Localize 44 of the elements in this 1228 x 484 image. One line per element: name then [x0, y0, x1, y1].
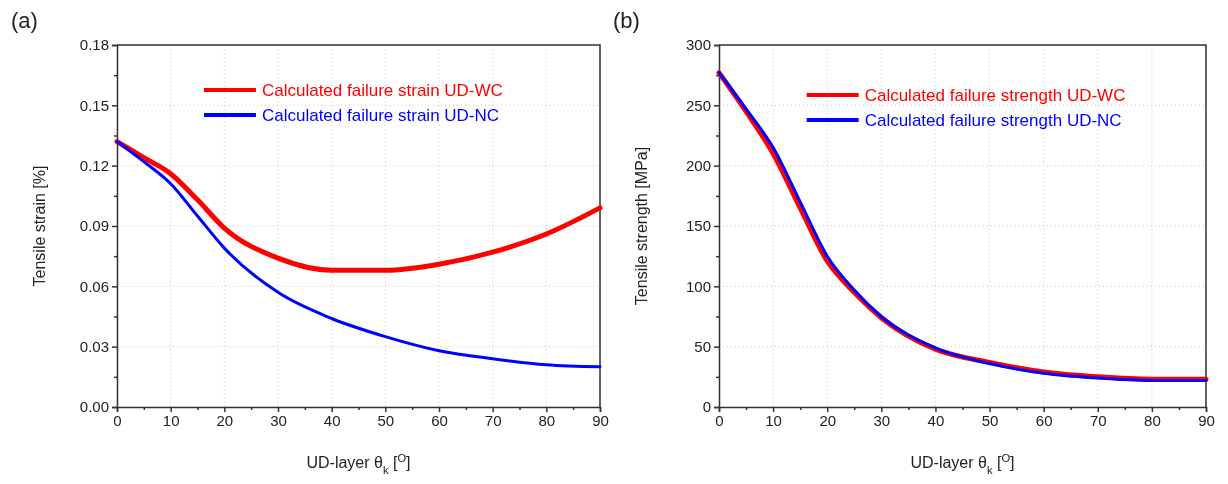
legend-label: Calculated failure strain UD-NC — [261, 106, 500, 125]
y-tick-label: 0.12 — [79, 156, 109, 174]
x-tick-label: 20 — [216, 411, 234, 429]
x-axis-title: UD-layer θ$_{k}$ [$^{O}$] — [306, 452, 411, 476]
x-tick-label: 90 — [1198, 411, 1215, 429]
x-tick-label: 0 — [715, 411, 724, 429]
x-tick-label: 30 — [873, 411, 891, 429]
x-tick-label: 80 — [538, 411, 556, 429]
x-tick-label: 50 — [377, 411, 395, 429]
y-tick-label: 0.18 — [79, 36, 109, 54]
x-tick-label: 80 — [1144, 411, 1161, 429]
x-tick-label: 70 — [1089, 411, 1107, 429]
y-axis-title: Tensile strength [MPa] — [633, 146, 650, 306]
x-tick-label: 10 — [162, 411, 180, 429]
y-tick-label: 0.06 — [79, 277, 109, 295]
x-tick-label: 50 — [981, 411, 999, 429]
y-axis-title: Tensile strain [%] — [31, 165, 48, 287]
x-tick-label: 40 — [927, 411, 945, 429]
y-tick-label: 100 — [685, 277, 711, 295]
x-tick-label: 0 — [113, 411, 122, 429]
y-tick-label: 50 — [694, 337, 711, 355]
x-tick-label: 30 — [270, 411, 287, 429]
x-tick-label: 10 — [765, 411, 782, 429]
y-tick-label: 0 — [702, 398, 711, 416]
x-tick-label: 90 — [592, 411, 609, 429]
legend-label: Calculated failure strength UD-NC — [864, 111, 1122, 130]
legend-label: Calculated failure strength UD-WC — [864, 86, 1126, 105]
text: (b) — [613, 8, 640, 33]
y-tick-label: 0.09 — [79, 217, 109, 235]
y-tick-label: 150 — [685, 217, 711, 235]
x-tick-label: 60 — [431, 411, 448, 429]
y-tick-label: 200 — [685, 156, 711, 174]
x-tick-label: 60 — [1035, 411, 1053, 429]
y-tick-label: 0.00 — [79, 398, 109, 416]
y-tick-label: 300 — [685, 36, 711, 54]
text: (a) — [11, 8, 38, 33]
y-tick-label: 0.15 — [79, 96, 109, 114]
legend-label: Calculated failure strain UD-WC — [261, 81, 503, 100]
x-tick-label: 70 — [484, 411, 502, 429]
y-tick-label: 250 — [685, 96, 711, 114]
x-axis-title: UD-layer θ$_{k}$ [$^{O}$] — [910, 452, 1015, 476]
x-tick-label: 20 — [819, 411, 837, 429]
x-tick-label: 40 — [323, 411, 341, 429]
y-tick-label: 0.03 — [79, 337, 109, 355]
